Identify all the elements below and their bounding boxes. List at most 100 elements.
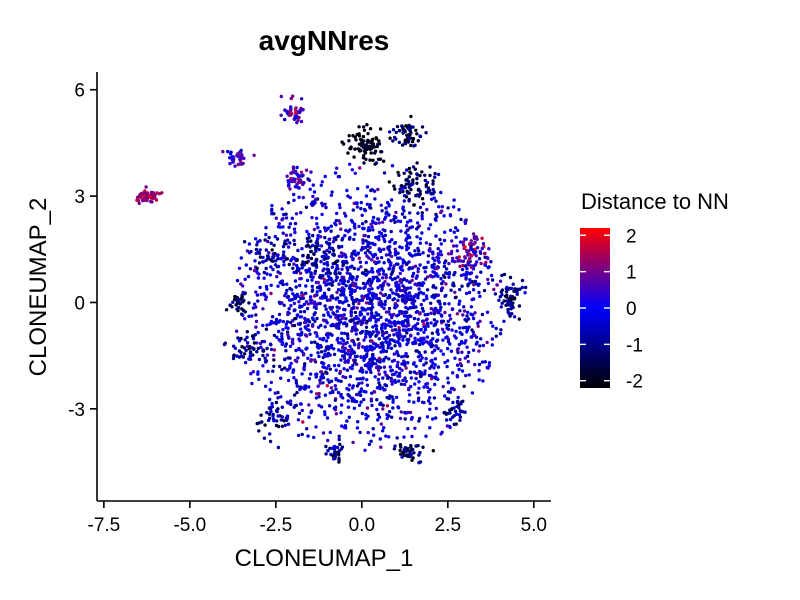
scatter-point (453, 409, 458, 414)
scatter-point (414, 444, 418, 448)
scatter-point (407, 314, 412, 318)
scatter-point (418, 416, 422, 421)
scatter-point (348, 344, 352, 348)
scatter-point (424, 318, 429, 322)
scatter-point (364, 301, 369, 305)
scatter-point (319, 244, 324, 248)
scatter-point (366, 234, 371, 239)
scatter-point (390, 382, 394, 386)
scatter-point (363, 151, 368, 155)
scatter-point (429, 359, 433, 363)
scatter-point (370, 267, 374, 271)
scatter-point (407, 166, 412, 171)
scatter-point (478, 344, 482, 348)
scatter-point (395, 321, 400, 325)
scatter-point (287, 298, 292, 302)
scatter-point (361, 308, 365, 312)
scatter-point (432, 323, 436, 328)
scatter-point (387, 319, 392, 323)
scatter-point (418, 263, 422, 267)
scatter-point (439, 319, 444, 323)
scatter-point (402, 199, 406, 203)
scatter-point (427, 227, 431, 231)
scatter-point (277, 221, 281, 226)
scatter-point (269, 347, 274, 352)
scatter-point (315, 316, 319, 321)
scatter-point (310, 316, 315, 320)
scatter-point (372, 260, 377, 264)
scatter-point (314, 375, 318, 379)
scatter-point (368, 368, 372, 372)
scatter-point (270, 248, 274, 252)
scatter-point (404, 178, 408, 182)
scatter-point (269, 380, 273, 385)
scatter-point (398, 266, 402, 270)
scatter-point (426, 254, 431, 258)
scatter-point (506, 307, 510, 312)
scatter-point (361, 376, 365, 380)
scatter-point (387, 310, 391, 314)
scatter-point (335, 211, 339, 216)
scatter-point (242, 240, 247, 244)
scatter-point (407, 291, 412, 295)
scatter-point (381, 269, 386, 273)
scatter-point (399, 382, 404, 386)
scatter-point (364, 370, 369, 374)
scatter-point (268, 257, 273, 262)
scatter-point (486, 256, 490, 261)
scatter-point (282, 303, 286, 307)
scatter-point (291, 337, 295, 342)
scatter-point (317, 403, 321, 408)
scatter-point (308, 332, 312, 336)
scatter-point (280, 337, 284, 341)
scatter-point (340, 287, 344, 291)
scatter-point (367, 278, 371, 282)
scatter-point (393, 344, 397, 348)
scatter-point (435, 338, 440, 342)
scatter-point (298, 271, 303, 275)
scatter-point (248, 267, 253, 271)
scatter-point (473, 247, 477, 251)
scatter-point (366, 414, 370, 418)
scatter-point (412, 370, 417, 374)
scatter-point (457, 367, 461, 372)
scatter-point (269, 291, 273, 296)
scatter-point (281, 231, 285, 235)
scatter-point (221, 149, 225, 154)
scatter-point (276, 225, 281, 229)
scatter-point (309, 390, 313, 394)
scatter-point (362, 338, 366, 342)
scatter-point (265, 410, 269, 415)
scatter-point (476, 324, 480, 328)
scatter-point (319, 350, 324, 354)
scatter-point (417, 281, 422, 285)
scatter-point (418, 134, 422, 138)
scatter-point (413, 426, 417, 430)
scatter-point (279, 113, 283, 118)
scatter-point (330, 283, 334, 287)
scatter-point (452, 334, 457, 338)
scatter-point (382, 159, 386, 163)
scatter-point (365, 296, 370, 301)
scatter-point (268, 432, 272, 436)
scatter-point (324, 452, 328, 456)
scatter-point (435, 255, 439, 260)
scatter-point (439, 288, 444, 293)
scatter-point (389, 254, 394, 259)
scatter-point (412, 316, 417, 321)
scatter-point (358, 260, 363, 264)
scatter-point (384, 318, 389, 322)
scatter-point (402, 435, 406, 439)
scatter-point (410, 434, 414, 439)
scatter-point (323, 354, 327, 358)
scatter-point (286, 238, 290, 242)
scatter-point (458, 330, 462, 335)
scatter-point (374, 320, 378, 324)
scatter-point (299, 180, 304, 185)
scatter-point (294, 169, 298, 174)
scatter-point (368, 158, 372, 162)
scatter-point (305, 306, 310, 311)
scatter-point (353, 226, 357, 230)
scatter-point (247, 314, 251, 318)
scatter-point (337, 437, 341, 442)
